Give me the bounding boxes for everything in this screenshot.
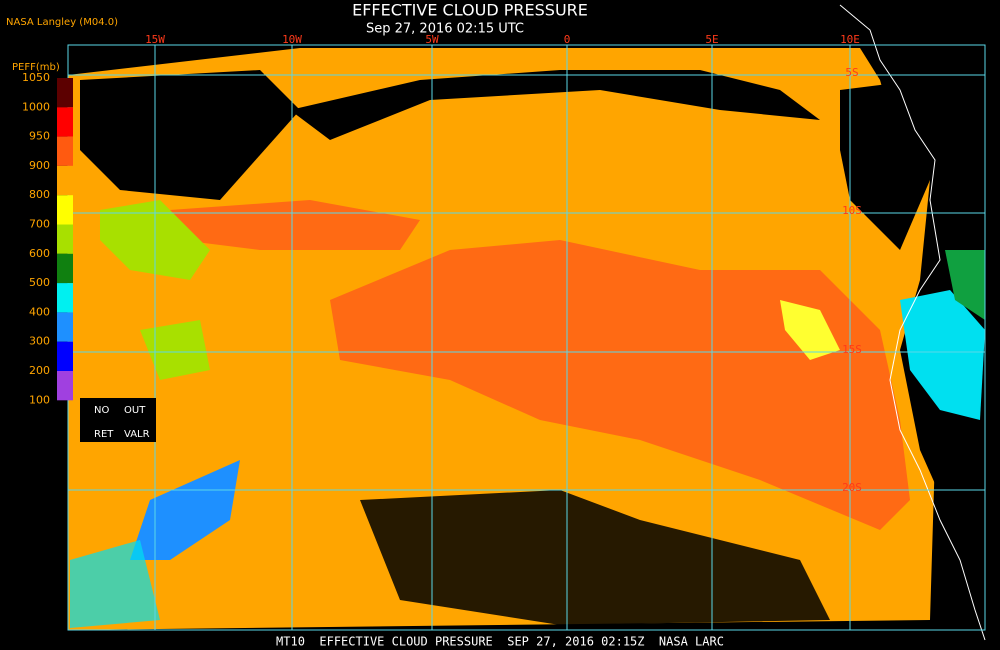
subtitle: Sep 27, 2016 02:15 UTC <box>366 22 524 37</box>
legend-swatch <box>57 224 73 254</box>
legend-label: OUT <box>124 405 146 416</box>
legend-tick-label: 900 <box>29 159 50 172</box>
legend-swatch <box>57 136 73 166</box>
latitude-label: 10S <box>842 204 862 217</box>
legend-tick-label: 400 <box>29 305 50 318</box>
legend-tick-label: 600 <box>29 247 50 260</box>
legend-swatch <box>57 253 73 284</box>
legend-tick-label: 300 <box>29 335 50 348</box>
longitude-label: 5E <box>705 33 718 46</box>
legend-swatch <box>57 283 73 313</box>
cloud-region <box>130 460 240 560</box>
legend-swatch <box>57 341 73 371</box>
legend-tick-label: 800 <box>29 188 50 201</box>
longitude-labels: 15W 10W 5W 0 5E 10E <box>145 33 860 46</box>
legend-tick-label: 1000 <box>22 100 50 113</box>
cloud-region <box>900 290 985 420</box>
clear-region <box>840 80 930 250</box>
legend: 1050 1000 950 900 800 700 600 500 400 300 200 100 <box>22 71 73 406</box>
cloud-imagery <box>68 4 986 641</box>
legend-box <box>80 398 156 442</box>
legend-swatch <box>57 107 73 137</box>
clear-region <box>80 70 300 200</box>
longitude-label: 15W <box>145 33 165 46</box>
legend-swatch <box>57 165 73 196</box>
legend-tick-label: 700 <box>29 218 50 231</box>
title: EFFECTIVE CLOUD PRESSURE <box>352 1 588 20</box>
latitude-label: 5S <box>845 66 858 79</box>
legend-title: PEFF(mb) <box>12 62 60 73</box>
legend-swatch <box>57 312 73 342</box>
longitude-label: 10W <box>282 33 302 46</box>
credit: NASA Langley (M04.0) <box>6 17 118 28</box>
legend-swatch <box>57 195 73 225</box>
latitude-label: 15S <box>842 343 862 356</box>
legend-tick-label: 100 <box>29 393 50 406</box>
footer: MT10 EFFECTIVE CLOUD PRESSURE SEP 27, 20… <box>276 635 724 649</box>
cloud-region <box>945 250 985 320</box>
coastline <box>839 4 986 641</box>
legend-tick-label: 500 <box>29 276 50 289</box>
legend-tick-label: 1050 <box>22 71 50 84</box>
legend-label: RET <box>94 429 114 440</box>
cloud-region <box>330 240 910 530</box>
longitude-label: 10E <box>840 33 860 46</box>
cloud-region <box>140 320 210 380</box>
latitude-labels: 5S 10S 15S 20S <box>842 66 862 494</box>
legend-label: NO <box>94 405 109 416</box>
longitude-label: 5W <box>425 33 439 46</box>
clear-region <box>290 70 820 140</box>
longitude-label: 0 <box>564 33 571 46</box>
legend-swatch <box>57 78 73 108</box>
cloud-region <box>70 540 160 628</box>
cloud-region <box>780 300 840 360</box>
legend-tick-label: 950 <box>29 130 50 143</box>
legend-swatch <box>57 371 73 401</box>
legend-tick-label: 200 <box>29 364 50 377</box>
legend-label: VALR <box>124 429 150 440</box>
latitude-label: 20S <box>842 481 862 494</box>
